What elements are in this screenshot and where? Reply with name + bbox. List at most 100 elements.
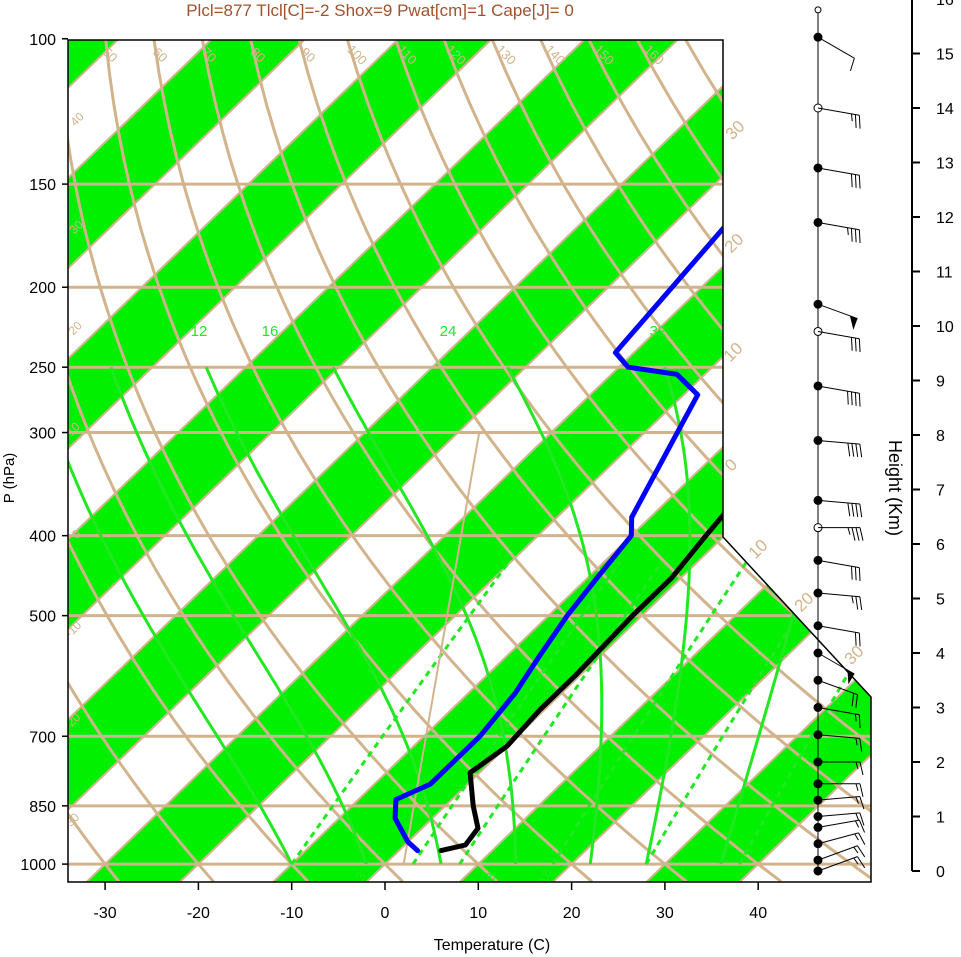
moist-adiabat bbox=[204, 366, 443, 865]
y-tick-label: 500 bbox=[29, 609, 56, 626]
wind-barb-half-feather bbox=[854, 820, 860, 828]
wind-barb-feather bbox=[857, 845, 866, 858]
dry-adiabat bbox=[68, 40, 215, 882]
wind-barb-feather bbox=[859, 796, 865, 810]
isotherm-band bbox=[68, 40, 491, 882]
plot-frame bbox=[67, 39, 872, 883]
wind-barb-feather bbox=[851, 443, 855, 457]
isotherm-line bbox=[68, 40, 679, 882]
isotherm-label: 30 bbox=[722, 117, 749, 144]
isotherm-label: 10 bbox=[745, 536, 772, 563]
wind-barb-feather bbox=[859, 761, 864, 776]
height-tick-label: 14 bbox=[936, 101, 954, 118]
wind-barb-feather bbox=[859, 596, 863, 610]
wind-barb-feather bbox=[859, 503, 863, 518]
wind-barb-feather bbox=[855, 596, 859, 610]
wind-barb-feather bbox=[858, 229, 861, 244]
wind-barb-half-feather bbox=[855, 796, 859, 804]
wind-barb-feather bbox=[854, 632, 857, 646]
wind-barb-shaft bbox=[817, 856, 858, 872]
height-tick-label: 9 bbox=[936, 374, 945, 391]
wind-barb-feather bbox=[850, 173, 853, 188]
isotherm-label: 20 bbox=[791, 589, 818, 616]
wind-barb-feather bbox=[850, 228, 853, 242]
wind-barb-feather bbox=[854, 392, 857, 406]
dry-adiabat bbox=[68, 40, 499, 882]
y-tick-label: 300 bbox=[29, 426, 56, 443]
moist-adiabat-label: 12 bbox=[191, 323, 208, 340]
wind-barb-feather bbox=[858, 714, 861, 729]
wind-barb-feather bbox=[854, 174, 857, 188]
isotherm-line bbox=[645, 40, 871, 882]
wind-barb-half-feather bbox=[851, 595, 854, 604]
wind-barb-half-feather bbox=[854, 833, 859, 841]
y-tick-label: 1000 bbox=[20, 857, 56, 874]
height-axis-label: Height (Km) bbox=[885, 440, 905, 536]
y-tick-label: 850 bbox=[29, 799, 56, 816]
wind-barb-half-feather bbox=[850, 113, 853, 122]
wind-barb-feather bbox=[859, 783, 864, 797]
height-tick-label: 6 bbox=[936, 537, 945, 554]
isotherm-line bbox=[68, 40, 772, 882]
height-tick-label: 5 bbox=[936, 592, 945, 609]
wind-barb-feather bbox=[850, 391, 853, 406]
moist-adiabat bbox=[644, 366, 692, 865]
wind-barb-feather bbox=[855, 443, 859, 458]
height-tick-label: 0 bbox=[936, 864, 945, 881]
wind-barb-shaft bbox=[817, 812, 860, 817]
wind-level-marker bbox=[814, 6, 822, 14]
wind-barb-shaft bbox=[817, 107, 860, 116]
wind-barb-feather bbox=[858, 633, 861, 647]
height-tick-label: 2 bbox=[936, 755, 945, 772]
wind-barb-half-feather bbox=[853, 846, 859, 854]
height-tick-label: 8 bbox=[936, 428, 945, 445]
wind-barb-half-feather bbox=[855, 783, 859, 791]
x-tick-label: -30 bbox=[94, 905, 117, 922]
moist-adiabat bbox=[506, 366, 604, 865]
dry-adiabat bbox=[345, 40, 871, 882]
wind-barb-shaft bbox=[817, 734, 860, 739]
wind-barb-shaft bbox=[817, 36, 855, 59]
mixing-ratio-label: 3 bbox=[352, 870, 369, 882]
wind-barb-feather bbox=[847, 391, 849, 405]
wind-barb-half-feather bbox=[847, 227, 849, 235]
isotherm-label: -10 bbox=[62, 618, 84, 640]
wind-barb-half-feather bbox=[855, 737, 858, 746]
isotherm-line bbox=[459, 40, 871, 882]
wind-barb-half-feather bbox=[855, 813, 859, 821]
wind-barb-shaft bbox=[817, 832, 859, 845]
wind-barb-feather bbox=[855, 527, 860, 541]
wind-barb-feather bbox=[850, 337, 853, 351]
x-tick-label: 10 bbox=[469, 905, 487, 922]
wind-barb-shaft bbox=[817, 221, 860, 231]
wind-barb-shaft bbox=[817, 679, 858, 696]
height-tick-label: 10 bbox=[936, 319, 954, 336]
y-tick-label: 250 bbox=[29, 360, 56, 377]
wind-barb-feather bbox=[855, 694, 858, 708]
x-tick-label: 20 bbox=[563, 905, 581, 922]
dry-adiabat-label: 130 bbox=[493, 42, 519, 68]
stats-title: Plcl=877 Tlcl[C]=-2 Shox=9 Pwat[cm]=1 Ca… bbox=[186, 1, 574, 20]
dry-adiabat bbox=[442, 40, 871, 882]
height-tick-label: 7 bbox=[936, 483, 945, 500]
wind-barb-shaft bbox=[817, 385, 860, 394]
y-axis-label: P (hPa) bbox=[1, 453, 18, 504]
moist-adiabat bbox=[331, 366, 518, 865]
parcel-path bbox=[402, 432, 481, 865]
dewpoint-line bbox=[392, 50, 854, 854]
height-tick-label: 13 bbox=[936, 156, 954, 173]
wind-barb-feather bbox=[854, 566, 857, 581]
dry-adiabat bbox=[297, 40, 871, 882]
wind-barb-feather bbox=[858, 819, 866, 833]
mixing-ratio-line bbox=[411, 560, 621, 865]
dry-adiabat bbox=[249, 40, 871, 882]
isotherm-line bbox=[68, 40, 399, 882]
wind-barb-feather bbox=[858, 175, 861, 189]
height-tick-label: 3 bbox=[936, 701, 945, 718]
wind-barb-half-feather bbox=[847, 527, 851, 535]
moist-adiabat bbox=[109, 366, 368, 865]
height-tick-label: 11 bbox=[936, 265, 953, 282]
wind-barb-flag bbox=[847, 670, 855, 685]
mixing-ratio-label: 8 bbox=[482, 870, 499, 882]
wind-barb-shaft bbox=[817, 795, 860, 801]
